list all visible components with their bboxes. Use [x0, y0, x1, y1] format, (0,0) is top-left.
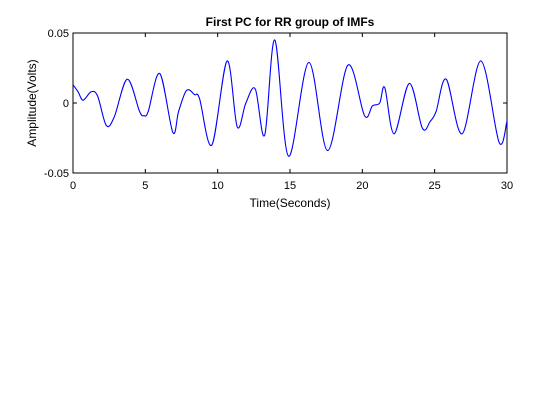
y-axis-ticks: -0.05 0 0.05	[44, 28, 507, 180]
x-tick-label: 10	[212, 180, 224, 192]
x-tick-label: 15	[284, 180, 296, 192]
chart-title: First PC for RR group of IMFs	[206, 15, 375, 29]
y-tick-label: -0.05	[44, 168, 69, 180]
x-tick-label: 0	[70, 180, 76, 192]
x-tick-label: 30	[501, 180, 513, 192]
y-axis-label: Amplitude(Volts)	[25, 59, 39, 146]
x-axis-ticks: 0 5 10 15 20 25 30	[70, 33, 513, 192]
x-tick-label: 5	[142, 180, 148, 192]
x-axis-label: Time(Seconds)	[250, 196, 331, 210]
series-line	[73, 39, 507, 157]
y-tick-label: 0.05	[48, 28, 69, 40]
y-tick-label: 0	[63, 98, 69, 110]
x-tick-label: 20	[356, 180, 368, 192]
x-tick-label: 25	[429, 180, 441, 192]
plot-area	[72, 32, 508, 174]
